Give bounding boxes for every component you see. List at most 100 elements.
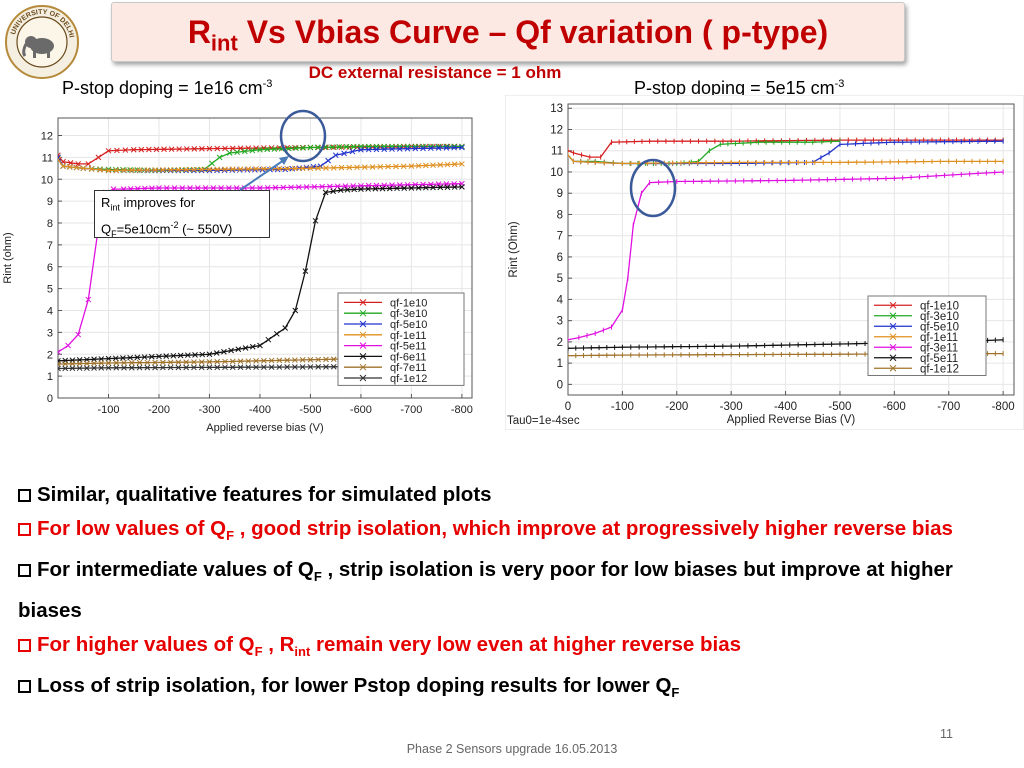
data-point bbox=[121, 364, 127, 371]
x-axis-label: Applied Reverse Bias (V) bbox=[727, 414, 856, 426]
data-point bbox=[365, 186, 371, 192]
data-point bbox=[167, 359, 174, 366]
footer: Phase 2 Sensors upgrade 16.05.2013 bbox=[406, 742, 618, 756]
data-point bbox=[191, 359, 197, 365]
data-point bbox=[322, 189, 329, 196]
data-point bbox=[273, 330, 280, 337]
y-tick-label: 1 bbox=[47, 371, 53, 383]
data-point bbox=[183, 146, 190, 152]
data-point bbox=[85, 296, 92, 303]
data-point bbox=[242, 345, 249, 351]
data-point bbox=[377, 163, 384, 170]
data-point bbox=[206, 145, 213, 152]
data-point bbox=[334, 183, 341, 190]
data-point bbox=[268, 357, 275, 364]
legend-marker bbox=[359, 353, 367, 360]
bullet-item: Loss of strip isolation, for lower Pstop… bbox=[18, 669, 978, 710]
data-point bbox=[393, 163, 399, 170]
data-point bbox=[148, 353, 155, 360]
data-point bbox=[214, 145, 221, 152]
data-point bbox=[268, 364, 275, 370]
data-point bbox=[222, 166, 228, 173]
y-tick-label: 2 bbox=[557, 337, 563, 349]
x-tick-label: 0 bbox=[565, 401, 571, 413]
data-point bbox=[312, 217, 319, 224]
data-point bbox=[183, 359, 190, 366]
y-tick-label: 8 bbox=[557, 209, 563, 221]
data-point bbox=[435, 145, 442, 151]
data-point bbox=[210, 185, 217, 191]
plot-frame bbox=[567, 103, 1015, 396]
bullet-subscript: F bbox=[671, 685, 680, 701]
legend-marker bbox=[359, 299, 367, 306]
data-point bbox=[408, 163, 415, 169]
legend-marker bbox=[889, 301, 897, 309]
data-point bbox=[329, 144, 335, 150]
data-point bbox=[218, 185, 224, 191]
data-point bbox=[381, 146, 388, 153]
data-point bbox=[237, 364, 244, 371]
data-point bbox=[330, 188, 337, 195]
data-point bbox=[85, 161, 92, 167]
data-point bbox=[112, 355, 119, 362]
y-tick-label: 13 bbox=[550, 103, 563, 115]
data-point bbox=[412, 145, 419, 152]
data-point bbox=[420, 145, 426, 152]
data-point bbox=[91, 365, 97, 371]
data-point bbox=[351, 186, 358, 193]
data-point bbox=[265, 336, 272, 343]
data-point bbox=[222, 145, 228, 152]
data-point bbox=[443, 145, 450, 151]
legend-marker bbox=[889, 312, 897, 320]
data-point bbox=[292, 307, 299, 314]
data-point bbox=[130, 146, 137, 153]
data-point bbox=[276, 357, 283, 364]
y-tick-label: 3 bbox=[47, 327, 53, 339]
data-point bbox=[430, 184, 436, 191]
x-tick-label: -500 bbox=[299, 404, 321, 416]
data-point bbox=[170, 352, 177, 359]
x-tick-label: -600 bbox=[350, 404, 372, 416]
data-point bbox=[146, 146, 152, 153]
bullet-subscript: F bbox=[254, 644, 263, 660]
data-point bbox=[284, 357, 290, 364]
data-point bbox=[229, 364, 236, 371]
legend-label: qf-1e11 bbox=[920, 332, 958, 344]
data-point bbox=[307, 356, 314, 363]
data-point bbox=[260, 364, 267, 370]
data-point bbox=[369, 164, 376, 170]
data-point bbox=[214, 166, 221, 173]
data-point bbox=[128, 167, 135, 174]
data-point bbox=[66, 164, 73, 170]
data-point bbox=[105, 167, 112, 174]
data-point bbox=[396, 146, 403, 152]
data-point bbox=[221, 348, 227, 355]
bullet-text: For intermediate values of Q bbox=[37, 558, 314, 582]
bullet-item: For intermediate values of QF , strip is… bbox=[18, 553, 978, 628]
data-point bbox=[171, 185, 178, 191]
data-point bbox=[120, 355, 126, 361]
data-point bbox=[136, 359, 143, 366]
y-tick-label: 12 bbox=[41, 131, 53, 143]
data-point bbox=[83, 360, 90, 367]
data-point bbox=[128, 359, 135, 366]
data-point bbox=[69, 365, 76, 372]
data-point bbox=[144, 359, 151, 366]
data-point bbox=[199, 145, 205, 152]
y-tick-label: 9 bbox=[47, 196, 53, 208]
data-point bbox=[358, 146, 364, 153]
data-point bbox=[373, 146, 380, 153]
y-tick-label: 12 bbox=[550, 124, 563, 136]
data-point bbox=[430, 162, 436, 169]
data-point bbox=[152, 359, 158, 366]
data-point bbox=[76, 360, 83, 367]
data-point bbox=[144, 167, 151, 173]
y-tick-label: 5 bbox=[47, 284, 53, 296]
data-point bbox=[141, 354, 148, 360]
y-tick-label: 11 bbox=[551, 146, 563, 158]
data-point bbox=[373, 182, 380, 189]
data-point bbox=[350, 143, 357, 150]
data-point bbox=[179, 185, 186, 191]
grid bbox=[567, 104, 1014, 395]
